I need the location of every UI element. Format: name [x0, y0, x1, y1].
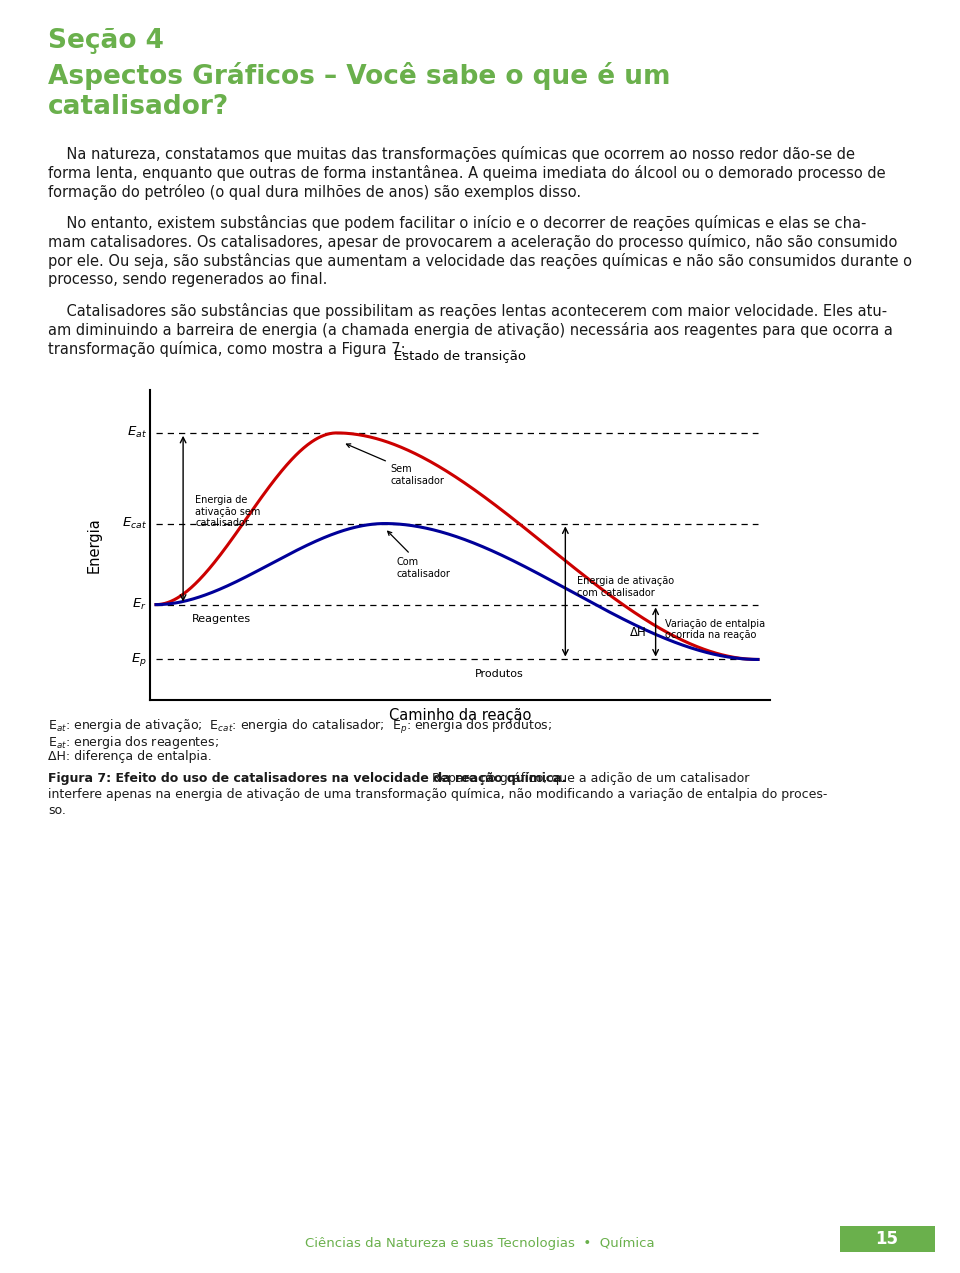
Text: transformação química, como mostra a Figura 7:: transformação química, como mostra a Fig… — [48, 341, 406, 356]
Text: ΔH: diferença de entalpia.: ΔH: diferença de entalpia. — [48, 750, 212, 763]
Text: No entanto, existem substâncias que podem facilitar o início e o decorrer de rea: No entanto, existem substâncias que pode… — [48, 215, 866, 230]
FancyBboxPatch shape — [840, 1226, 935, 1253]
Text: ΔH: ΔH — [630, 625, 647, 639]
Text: por ele. Ou seja, são substâncias que aumentam a velocidade das reações químicas: por ele. Ou seja, são substâncias que au… — [48, 253, 912, 269]
Text: Reagentes: Reagentes — [192, 614, 252, 624]
Text: Ciências da Natureza e suas Tecnologias  •  Química: Ciências da Natureza e suas Tecnologias … — [305, 1237, 655, 1250]
Text: $E_r$: $E_r$ — [132, 597, 147, 612]
Text: $E_{cat}$: $E_{cat}$ — [122, 516, 147, 531]
Text: $E_p$: $E_p$ — [132, 651, 147, 668]
Text: $E_{at}$: $E_{at}$ — [127, 425, 147, 440]
Text: Seção 4: Seção 4 — [48, 28, 164, 53]
Text: am diminuindo a barreira de energia (a chamada energia de ativação) necessária a: am diminuindo a barreira de energia (a c… — [48, 322, 893, 339]
Text: Variação de entalpia
ocorrida na reação: Variação de entalpia ocorrida na reação — [664, 619, 765, 640]
Text: Estado de transição: Estado de transição — [394, 350, 526, 363]
Text: Energia de ativação
com catalisador: Energia de ativação com catalisador — [577, 575, 675, 597]
Text: so.: so. — [48, 805, 66, 817]
Text: Figura 7: Efeito do uso de catalisadores na velocidade da reação química.: Figura 7: Efeito do uso de catalisadores… — [48, 771, 566, 785]
Text: E$_{at}$: energia dos reagentes;: E$_{at}$: energia dos reagentes; — [48, 735, 219, 751]
Text: Na natureza, constatamos que muitas das transformações químicas que ocorrem ao n: Na natureza, constatamos que muitas das … — [48, 146, 855, 162]
Text: catalisador?: catalisador? — [48, 94, 229, 120]
Text: Com
catalisador: Com catalisador — [388, 531, 450, 578]
Text: Produtos: Produtos — [475, 670, 523, 679]
Text: mam catalisadores. Os catalisadores, apesar de provocarem a aceleração do proces: mam catalisadores. Os catalisadores, ape… — [48, 234, 898, 250]
Text: formação do petróleo (o qual dura milhões de anos) são exemplos disso.: formação do petróleo (o qual dura milhõe… — [48, 185, 581, 200]
Text: interfere apenas na energia de ativação de uma transformação química, não modifi: interfere apenas na energia de ativação … — [48, 788, 828, 801]
Text: Sem
catalisador: Sem catalisador — [347, 444, 444, 485]
Text: Aspectos Gráficos – Você sabe o que é um: Aspectos Gráficos – Você sabe o que é um — [48, 62, 670, 90]
Text: Catalisadores são substâncias que possibilitam as reações lentas acontecerem com: Catalisadores são substâncias que possib… — [48, 303, 887, 320]
Text: Energia de
ativação sem
catalisador: Energia de ativação sem catalisador — [195, 495, 260, 528]
Text: Repare no gráfico, que a adição de um catalisador: Repare no gráfico, que a adição de um ca… — [427, 771, 749, 785]
Y-axis label: Energia: Energia — [86, 517, 102, 573]
X-axis label: Caminho da reação: Caminho da reação — [389, 708, 531, 723]
Text: E$_{at}$: energia de ativação;  E$_{cat}$: energia do catalisador;  E$_p$: energ: E$_{at}$: energia de ativação; E$_{cat}$… — [48, 718, 552, 736]
Text: forma lenta, enquanto que outras de forma instantânea. A queima imediata do álco: forma lenta, enquanto que outras de form… — [48, 165, 886, 181]
Text: processo, sendo regenerados ao final.: processo, sendo regenerados ao final. — [48, 272, 327, 286]
Text: 15: 15 — [876, 1230, 899, 1248]
